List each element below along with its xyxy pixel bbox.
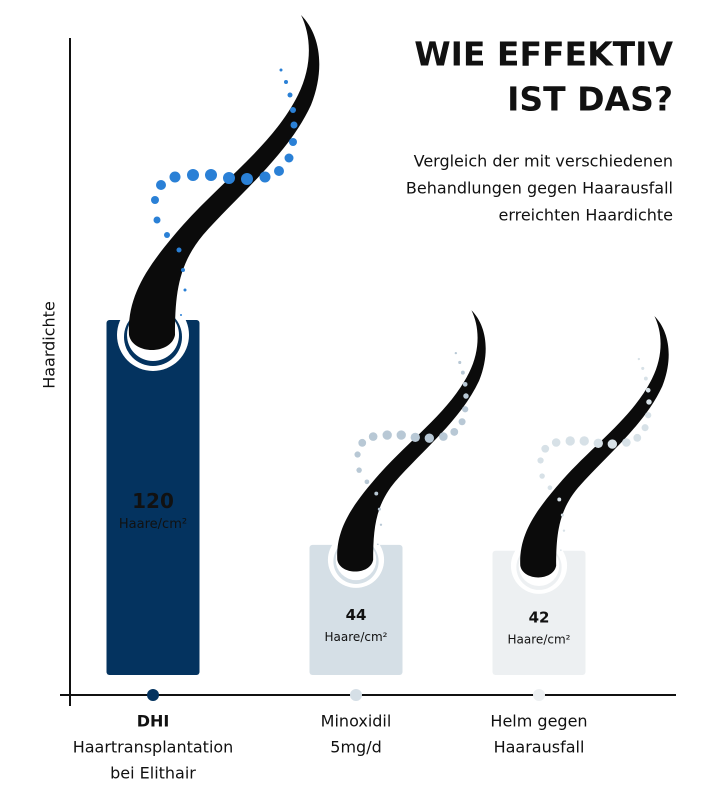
hair-dot <box>645 412 652 419</box>
hair-dot <box>176 247 182 253</box>
hair-dot <box>562 529 566 532</box>
hair-dot <box>458 418 466 426</box>
x-tick-label: Minoxidil <box>321 712 392 731</box>
axis-dot <box>350 689 362 701</box>
value-label: 44 <box>346 606 367 624</box>
hair-dot <box>462 381 468 387</box>
hair-dot <box>187 169 199 181</box>
hair-dot <box>560 513 564 517</box>
hair-dot <box>379 523 383 526</box>
hair-dot <box>641 366 645 370</box>
hair-dot <box>354 451 361 458</box>
hair-dot <box>284 80 288 84</box>
x-tick-label: Haarausfall <box>494 738 585 757</box>
hair-dot <box>551 438 561 447</box>
hair-dot <box>289 138 297 146</box>
hair-dot <box>223 172 235 184</box>
hair-dot <box>358 438 367 447</box>
hair-dot <box>374 491 379 496</box>
hair-dot <box>410 432 420 443</box>
value-label: 42 <box>529 608 550 626</box>
hair-dot <box>458 360 462 365</box>
hair-icon <box>327 310 486 588</box>
chart-title: WIE EFFEKTIV <box>414 35 673 74</box>
hair-dot <box>593 438 603 448</box>
bar <box>492 550 586 675</box>
value-unit: Haare/cm² <box>508 632 571 646</box>
hair-dot <box>541 444 550 453</box>
subtitle: Behandlungen gegen Haarausfall <box>406 179 673 198</box>
hair-dot <box>645 387 651 393</box>
x-tick-label: Haartransplantation <box>73 738 234 757</box>
hair-dot <box>537 457 544 464</box>
hair-dot <box>156 180 166 190</box>
x-tick-label: Helm gegen <box>490 712 587 731</box>
hair-dot <box>607 439 617 449</box>
hair-dot <box>637 357 641 361</box>
chart-title: IST DAS? <box>507 80 673 119</box>
hair-dot <box>164 232 170 238</box>
hair-dot <box>180 314 182 316</box>
hair-dot <box>284 153 294 163</box>
hair-dot <box>290 121 298 129</box>
hair-dot <box>169 171 181 183</box>
hair <box>520 316 669 578</box>
hair-dot <box>241 173 253 185</box>
hair-dot <box>290 107 296 113</box>
hair-dot <box>460 370 465 375</box>
hair-dot <box>181 268 185 272</box>
hair-icon <box>510 316 669 594</box>
y-axis-label: Haardichte <box>40 301 59 389</box>
value-unit: Haare/cm² <box>119 517 187 532</box>
hair-dot <box>377 507 381 511</box>
hair-dot <box>454 351 458 355</box>
hair-dot <box>641 424 649 432</box>
hair-dot <box>557 497 562 502</box>
hair-dot <box>153 216 161 224</box>
hair-dot <box>646 399 652 405</box>
x-tick-label: DHI <box>137 712 170 731</box>
hair-dot <box>565 436 575 446</box>
hair-dot <box>463 393 469 399</box>
hair-dot <box>579 436 589 446</box>
hair <box>128 15 320 350</box>
hair-dot <box>205 169 217 181</box>
hair-dot <box>539 473 545 479</box>
hair-dot <box>547 485 553 491</box>
bar <box>106 320 200 675</box>
value-unit: Haare/cm² <box>325 630 388 644</box>
bar <box>309 544 403 675</box>
hair-dot <box>287 92 293 98</box>
hair-dot <box>151 196 159 204</box>
hair <box>337 310 486 572</box>
hair-dot <box>377 543 379 546</box>
x-tick-label: 5mg/d <box>330 738 381 757</box>
hair-dot <box>279 68 283 72</box>
hair-dot <box>259 171 271 183</box>
hair-dot <box>462 406 469 413</box>
hair-dot <box>424 433 434 443</box>
hair-icon <box>117 15 320 371</box>
subtitle: erreichten Haardichte <box>498 206 673 225</box>
hair-dot <box>396 430 406 440</box>
hair-dot <box>450 428 459 436</box>
hair-dot <box>633 433 642 442</box>
x-tick-label: bei Elithair <box>110 764 196 783</box>
subtitle: Vergleich der mit verschiedenen <box>414 152 673 171</box>
hair-dot <box>622 438 631 447</box>
axis-dot <box>533 689 545 701</box>
hair-dot <box>382 430 392 440</box>
hair-dot <box>364 479 370 485</box>
hair-dot <box>183 288 187 292</box>
axis-dot <box>147 689 159 701</box>
hair-dot <box>274 166 284 176</box>
hair-dot <box>368 432 378 441</box>
hair-dot <box>439 432 448 441</box>
hair-dot <box>356 467 362 473</box>
value-label: 120 <box>132 489 174 513</box>
hair-dot <box>643 376 648 381</box>
hair-dot <box>560 549 562 551</box>
